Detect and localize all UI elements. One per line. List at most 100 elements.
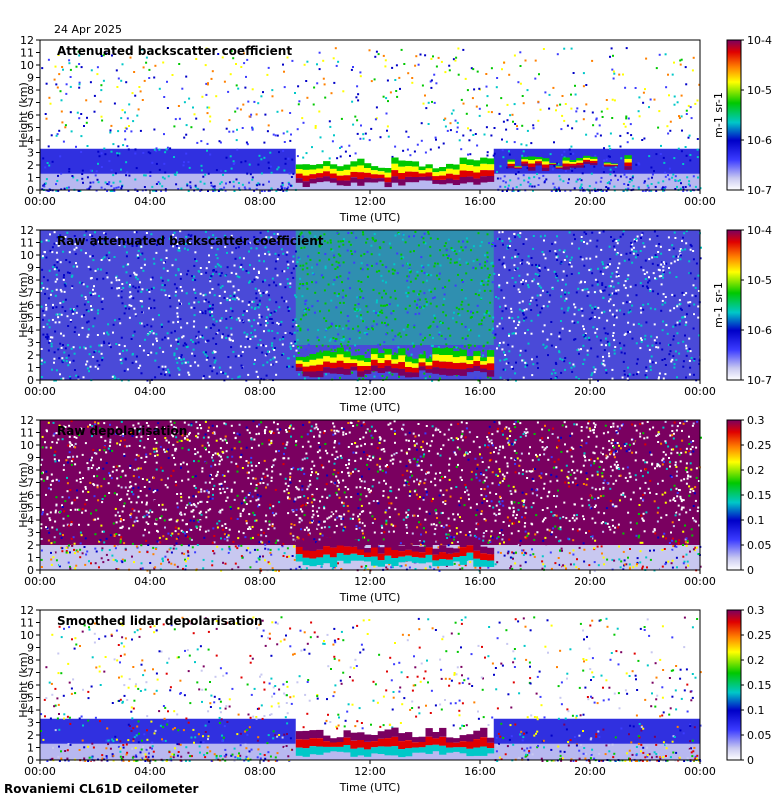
- signal-dot: [307, 328, 309, 331]
- signal-dot: [131, 92, 134, 95]
- signal-dot: [454, 422, 457, 425]
- signal-dot: [686, 176, 689, 179]
- signal-dot: [247, 100, 250, 103]
- signal-dot: [562, 180, 565, 183]
- signal-dot: [218, 264, 221, 267]
- signal-dot: [241, 183, 244, 186]
- cloud-cell: [480, 364, 488, 369]
- signal-dot: [292, 319, 295, 322]
- signal-dot: [522, 312, 525, 315]
- signal-dot: [247, 338, 250, 340]
- signal-dot: [342, 240, 344, 243]
- signal-dot: [515, 186, 518, 189]
- signal-dot: [78, 63, 81, 65]
- signal-dot: [371, 325, 374, 328]
- signal-dot: [602, 355, 604, 358]
- signal-dot: [45, 239, 48, 242]
- signal-dot: [178, 249, 181, 252]
- cloud-cell: [316, 177, 324, 183]
- signal-dot: [618, 262, 621, 265]
- signal-dot: [228, 119, 231, 122]
- signal-dot: [514, 420, 517, 423]
- signal-dot: [476, 70, 479, 73]
- signal-dot: [357, 93, 360, 96]
- signal-dot: [207, 509, 210, 512]
- signal-dot: [292, 260, 295, 263]
- signal-dot: [621, 376, 624, 379]
- signal-dot: [83, 546, 86, 548]
- signal-dot: [139, 364, 142, 367]
- signal-dot: [356, 132, 359, 135]
- signal-dot: [480, 283, 483, 285]
- signal-dot: [616, 425, 619, 428]
- signal-dot: [522, 174, 525, 177]
- signal-dot: [604, 332, 607, 335]
- cloud-cell: [398, 173, 406, 180]
- signal-dot: [569, 473, 572, 476]
- signal-dot: [254, 358, 256, 361]
- signal-dot: [416, 143, 419, 146]
- signal-dot: [550, 344, 553, 347]
- signal-dot: [553, 514, 556, 517]
- signal-dot: [61, 306, 64, 309]
- signal-dot: [100, 55, 103, 57]
- signal-dot: [649, 98, 652, 101]
- signal-dot: [525, 238, 528, 241]
- cloud-cell: [459, 164, 467, 171]
- signal-dot: [394, 347, 397, 350]
- signal-dot: [427, 232, 430, 235]
- signal-dot: [57, 174, 59, 177]
- signal-dot: [349, 243, 352, 246]
- signal-dot: [562, 251, 565, 254]
- signal-dot: [488, 315, 491, 317]
- signal-dot: [679, 248, 682, 251]
- signal-dot: [253, 308, 256, 310]
- signal-dot: [89, 233, 92, 236]
- signal-dot: [283, 452, 285, 455]
- signal-dot: [507, 343, 510, 346]
- signal-dot: [539, 294, 542, 297]
- cloud-cell: [425, 365, 433, 370]
- signal-dot: [207, 190, 209, 192]
- signal-dot: [569, 434, 572, 437]
- signal-dot: [248, 345, 251, 348]
- signal-dot: [594, 307, 596, 310]
- signal-dot: [244, 188, 247, 191]
- signal-dot: [115, 432, 117, 435]
- signal-dot: [534, 59, 537, 62]
- signal-dot: [506, 190, 508, 192]
- signal-dot: [250, 247, 253, 250]
- signal-dot: [207, 301, 210, 304]
- signal-dot: [112, 174, 115, 177]
- signal-dot: [233, 295, 236, 298]
- signal-dot: [405, 354, 408, 357]
- signal-dot: [619, 309, 621, 312]
- signal-dot: [519, 354, 522, 357]
- signal-dot: [538, 177, 541, 180]
- signal-dot: [243, 186, 246, 189]
- signal-dot: [237, 317, 240, 320]
- signal-dot: [498, 238, 501, 241]
- signal-dot: [168, 548, 171, 551]
- signal-dot: [287, 186, 290, 189]
- signal-dot: [517, 253, 520, 256]
- signal-dot: [308, 308, 311, 311]
- signal-dot: [282, 337, 285, 340]
- signal-dot: [124, 111, 126, 114]
- signal-dot: [245, 446, 248, 449]
- signal-dot: [301, 268, 304, 271]
- signal-dot: [259, 292, 262, 295]
- signal-dot: [211, 564, 214, 567]
- signal-dot: [584, 332, 587, 335]
- signal-dot: [454, 284, 457, 287]
- signal-dot: [183, 101, 186, 104]
- signal-dot: [117, 145, 120, 148]
- signal-dot: [609, 55, 611, 58]
- signal-dot: [195, 335, 198, 338]
- signal-dot: [206, 142, 209, 145]
- signal-dot: [184, 361, 187, 364]
- signal-dot: [647, 177, 650, 180]
- signal-dot: [267, 66, 270, 69]
- signal-dot: [299, 264, 302, 267]
- signal-dot: [469, 344, 472, 347]
